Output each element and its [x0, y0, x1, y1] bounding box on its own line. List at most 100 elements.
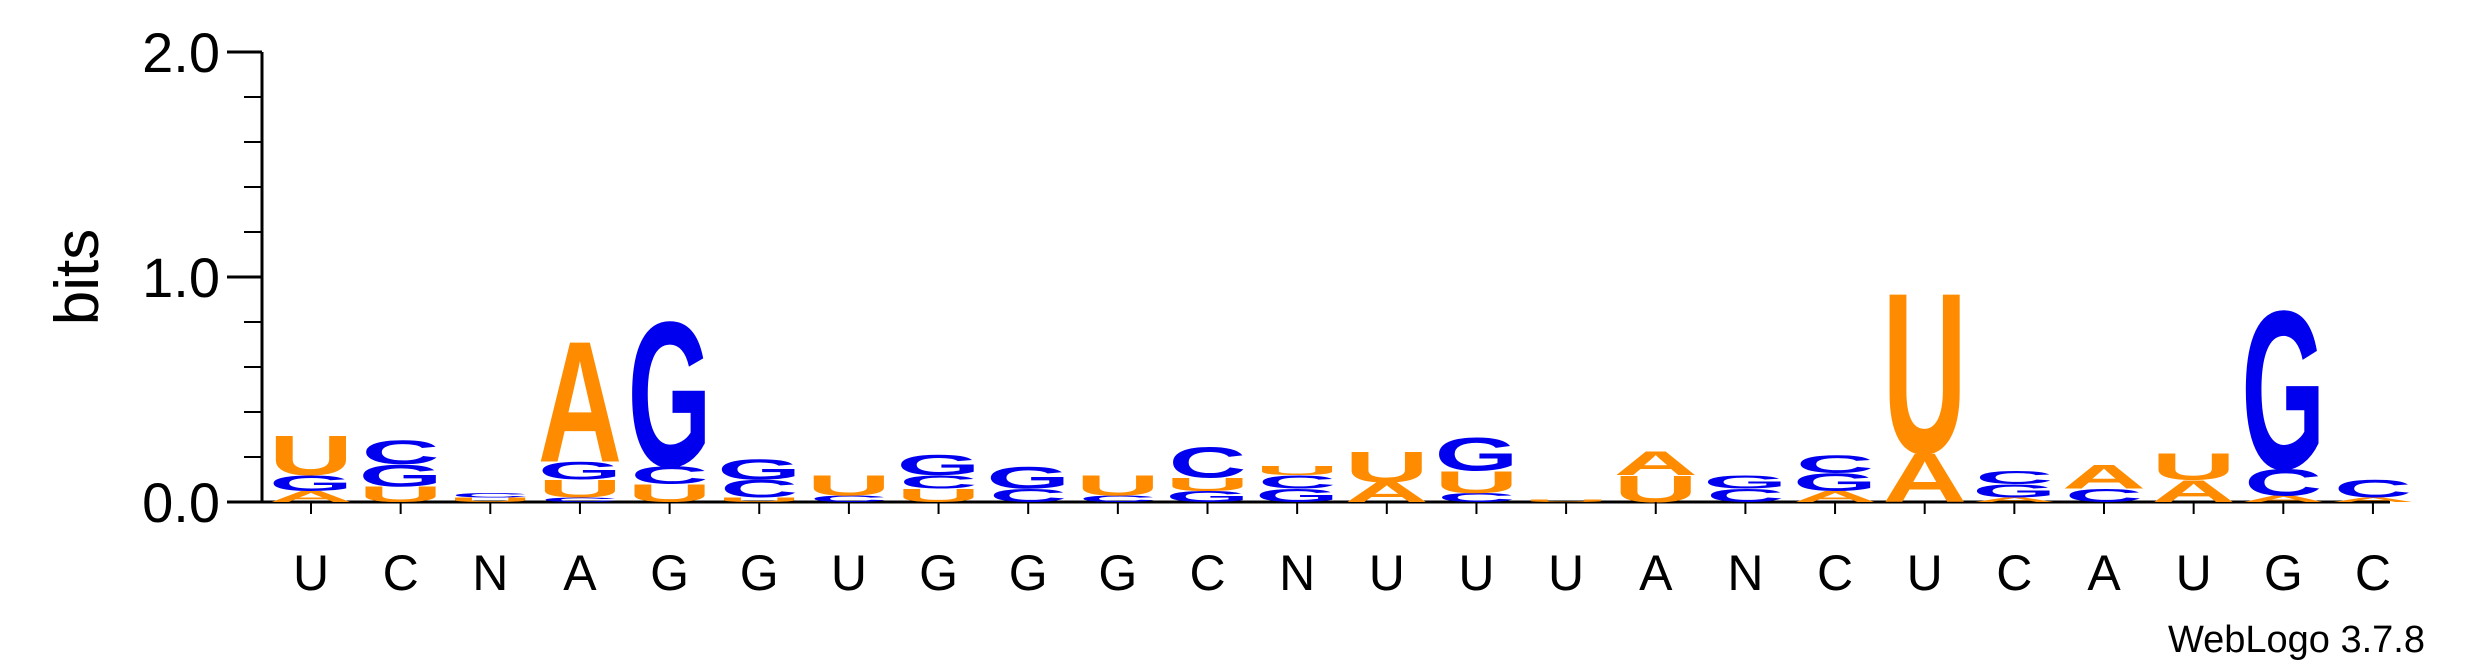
logo-column: UCG [896, 449, 980, 506]
x-tick-label: N [1279, 545, 1315, 601]
logo-column: ACG [2241, 264, 2325, 517]
logo-letter-G: G [897, 449, 981, 481]
logo-letter-C: C [1438, 491, 1516, 505]
logo-letter-C: C [2065, 485, 2143, 506]
logo-letter-G: G [359, 458, 443, 493]
logo-letter-C: C [810, 494, 888, 504]
logo-letter-C: C [1169, 438, 1247, 487]
logo-letter-G: G [1972, 481, 2056, 502]
logo-letter-U: U [1345, 442, 1429, 491]
y-ticks: 0.0 1.0 2.0 [142, 21, 262, 534]
x-tick-label: N [472, 545, 508, 601]
logo-letter-G: G [1704, 472, 1788, 493]
x-tick-label: C [1189, 545, 1225, 601]
x-tick-label: U [1907, 545, 1943, 601]
logo-letter-U: U [807, 470, 891, 502]
x-tick-label: A [1639, 545, 1673, 601]
logo-letter-A: A [269, 488, 353, 506]
logo-letter-G: G [538, 457, 622, 485]
logo-letter-C: C [1796, 450, 1874, 478]
logo-column: UC [448, 492, 532, 503]
logo-letter-C: C [631, 461, 709, 489]
logo-letter-C: C [720, 475, 798, 503]
x-tick-label: U [293, 545, 329, 601]
logo-letter-U: U [1165, 474, 1249, 495]
x-tick-label: G [650, 545, 689, 601]
x-tick-label: N [1727, 545, 1763, 601]
x-tick-label: G [1009, 545, 1048, 601]
logo-column: CU [1076, 470, 1160, 505]
logo-column: AU [1883, 245, 1967, 518]
logo-letter-A: A [538, 307, 622, 499]
x-tick-label: C [2355, 545, 2391, 601]
logo-letter-C: C [900, 472, 978, 493]
logo-letter-U: U [2152, 446, 2236, 488]
x-tick-label: A [563, 545, 597, 601]
logo-letter-C: C [1707, 485, 1785, 506]
logo-column: AGU [269, 424, 353, 505]
logo-column: CA [2062, 458, 2146, 507]
logo-letter-A: A [1793, 488, 1877, 506]
x-tick-label: C [1817, 545, 1853, 601]
logo-column: CU [807, 470, 891, 505]
x-tick-label: G [740, 545, 779, 601]
logo-letter-C: C [2334, 475, 2412, 503]
logo-column: UA [1614, 444, 1698, 510]
y-tick-label: 1.0 [142, 246, 220, 309]
logo-column: AGC [1793, 450, 1877, 505]
logo-column: AU [1345, 442, 1429, 508]
logo-letter-U: U [1076, 470, 1160, 502]
logo-letter-A: A [2062, 458, 2146, 497]
logo-letter-U: U [1434, 465, 1518, 500]
x-tick-label: U [1548, 545, 1584, 601]
y-tick-label: 2.0 [142, 21, 220, 84]
logo-letter-G: G [1435, 428, 1519, 481]
logo-letter-A: A [1972, 496, 2056, 503]
logo-letter-U: U [1883, 245, 1967, 502]
y-axis-label: bits [43, 229, 112, 325]
y-tick-label: 0.0 [142, 471, 220, 534]
x-tick-label: U [2176, 545, 2212, 601]
x-tick-label: U [1369, 545, 1405, 601]
logo-column: UCG [717, 454, 801, 503]
logo-column: AC [2331, 475, 2415, 504]
logo-letter-C: C [1258, 472, 1336, 493]
logo-column: AU [2152, 446, 2236, 509]
logo-letter-C: C [1975, 467, 2053, 488]
logo-column: UGC [359, 433, 443, 507]
x-tick-label: C [1996, 545, 2032, 601]
logo-letter-C: C [362, 433, 440, 471]
logo-letter-G: G [1255, 485, 1339, 506]
logo-letter-U: U [717, 496, 801, 503]
logo-letter-C: C [541, 496, 619, 503]
logo-letter-U: U [269, 424, 353, 487]
logo-letter-A: A [1614, 444, 1698, 483]
logo-column: GUC [1165, 438, 1249, 505]
x-tick-label: U [831, 545, 867, 601]
x-tick-label: G [2264, 545, 2303, 601]
logo-letter-C: C [1079, 494, 1157, 504]
logo-letter-U: U [538, 475, 622, 503]
x-tick-label: G [919, 545, 958, 601]
x-tick-label: A [2087, 545, 2121, 601]
logo-letter-G: G [1166, 488, 1250, 506]
logo-column: U [1524, 499, 1608, 503]
logo-column: AGC [1972, 467, 2056, 503]
logo-letter-A: A [2331, 496, 2415, 503]
logo-column: CUG [1434, 428, 1518, 505]
logo-letter-G: G [986, 460, 1070, 495]
logo-letter-G: G [628, 279, 712, 511]
logo-letter-U: U [448, 496, 532, 503]
logo-letter-G: G [269, 471, 353, 495]
logo-column: GCU [1255, 464, 1339, 507]
logo-letter-C: C [989, 485, 1067, 506]
weblogo-credit: WebLogo 3.7.8 [2168, 619, 2425, 661]
logo-letter-G: G [1793, 468, 1877, 496]
logo-column: CG [986, 460, 1070, 506]
logo-letter-U: U [1255, 464, 1339, 478]
logo-letter-C: C [2244, 462, 2322, 504]
logo-letter-G: G [717, 454, 801, 486]
logo-column: UCG [627, 279, 711, 511]
